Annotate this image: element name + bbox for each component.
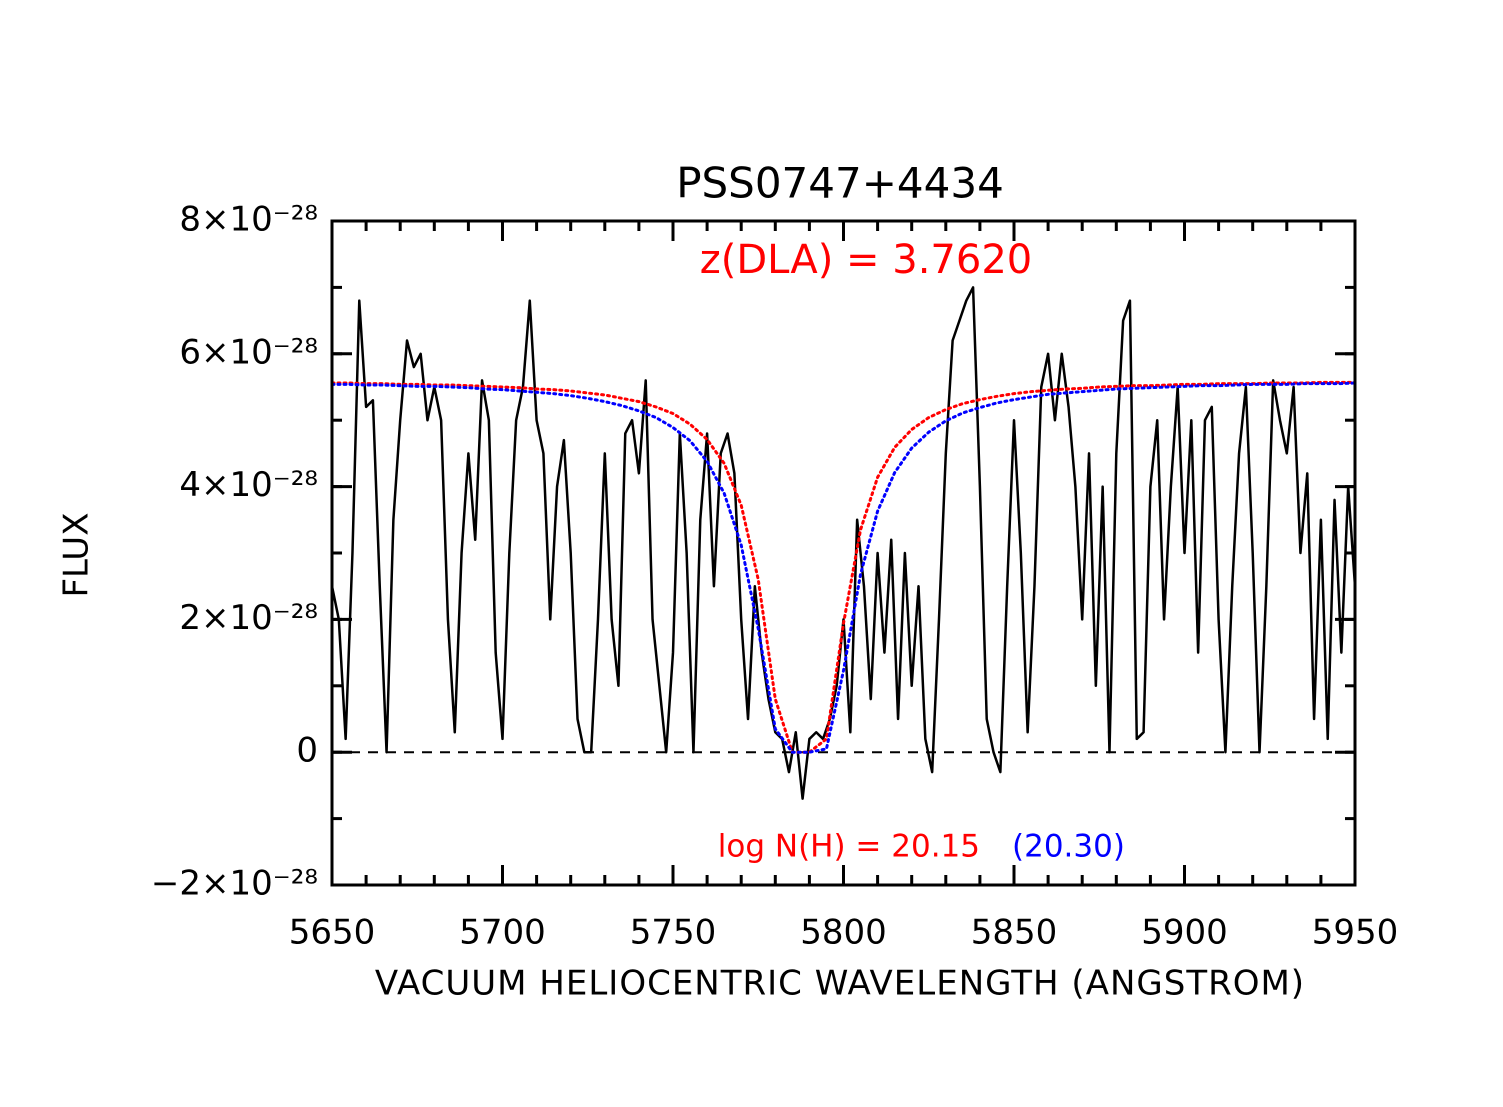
x-axis-label: VACUUM HELIOCENTRIC WAVELENGTH (ANGSTROM…	[375, 964, 1305, 1004]
annotation: log N(H) = 20.15	[718, 829, 980, 865]
x-tick-label: 5700	[459, 913, 546, 953]
y-tick-label: −2×10⁻²⁸	[151, 864, 318, 904]
annotation: (20.30)	[1012, 829, 1125, 865]
x-tick-label: 5850	[971, 913, 1058, 953]
y-tick-label: 4×10⁻²⁸	[179, 465, 318, 505]
x-tick-label: 5950	[1312, 913, 1399, 953]
y-axis-label: FLUX	[57, 513, 97, 598]
fit-line	[330, 380, 1357, 754]
y-tick-label: 8×10⁻²⁸	[179, 200, 318, 240]
spectrum-line	[330, 286, 1357, 800]
x-tick-label: 5800	[800, 913, 887, 953]
y-tick-label: 2×10⁻²⁸	[179, 598, 318, 638]
fit-line	[330, 381, 1357, 754]
chart-title: PSS0747+4434	[676, 159, 1004, 208]
y-tick-label: 0	[296, 731, 318, 771]
x-tick-label: 5750	[630, 913, 717, 953]
y-tick-label: 6×10⁻²⁸	[179, 332, 318, 372]
x-tick-label: 5650	[289, 913, 376, 953]
x-tick-label: 5900	[1141, 913, 1228, 953]
annotation: z(DLA) = 3.7620	[700, 237, 1032, 283]
